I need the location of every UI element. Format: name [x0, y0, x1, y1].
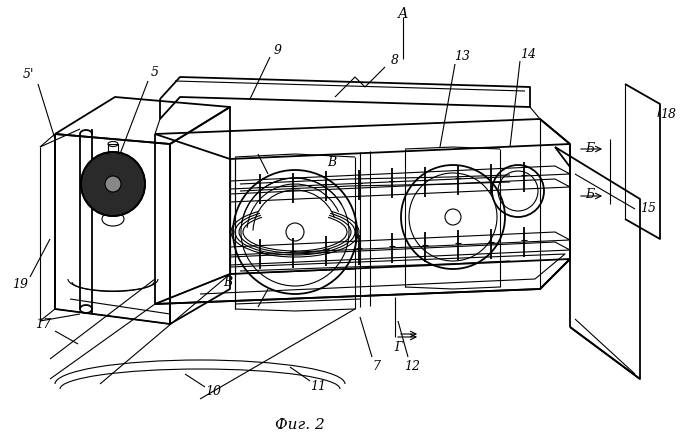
- Text: 10: 10: [205, 385, 221, 398]
- Text: 14: 14: [520, 47, 536, 60]
- Text: Фиг. 2: Фиг. 2: [275, 417, 325, 431]
- Text: В: В: [223, 275, 232, 288]
- Text: В: В: [328, 155, 337, 168]
- Text: 8: 8: [391, 53, 399, 66]
- Text: Г: Г: [394, 341, 402, 354]
- Text: 15: 15: [640, 201, 656, 214]
- Text: 12: 12: [404, 360, 420, 373]
- Text: А: А: [398, 7, 408, 21]
- Text: Б: Б: [585, 141, 594, 154]
- Circle shape: [81, 153, 145, 216]
- Text: 9: 9: [274, 43, 282, 57]
- Text: 17: 17: [35, 318, 51, 331]
- Text: 18: 18: [660, 108, 676, 121]
- Text: 19: 19: [12, 278, 28, 291]
- Text: 11: 11: [310, 380, 326, 392]
- Text: 7: 7: [372, 360, 380, 373]
- Text: Б: Б: [585, 188, 594, 201]
- Circle shape: [105, 177, 121, 193]
- Text: 13: 13: [454, 50, 470, 64]
- Text: 5': 5': [22, 68, 34, 81]
- Text: 5: 5: [151, 66, 159, 79]
